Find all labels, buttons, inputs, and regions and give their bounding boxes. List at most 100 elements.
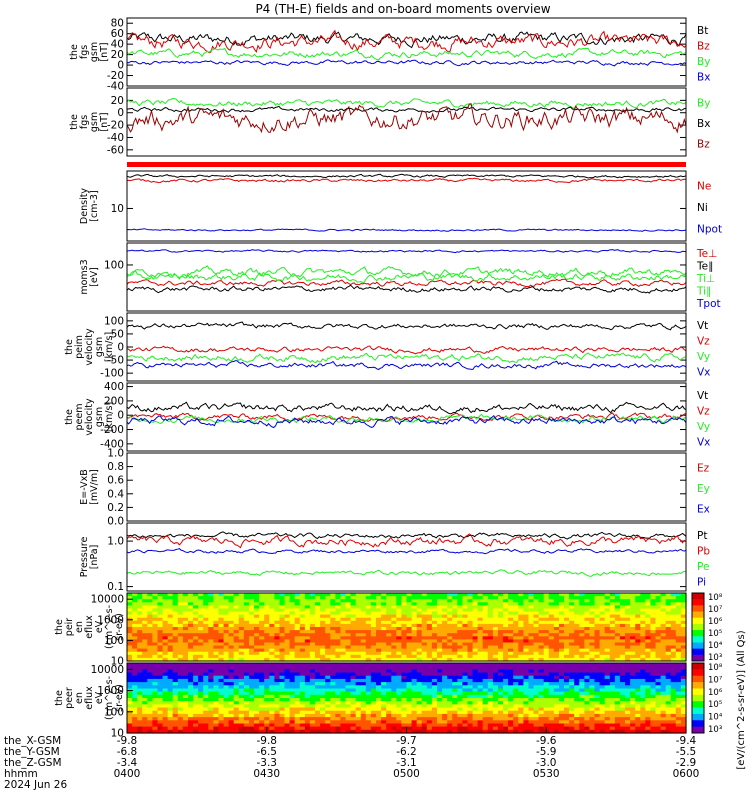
heatmap-cell [335,663,342,667]
heatmap-cell [660,701,667,705]
heatmap-cell [614,608,621,613]
heatmap-cell [614,713,621,718]
heatmap-cell [635,720,641,725]
heatmap-cell [452,688,458,693]
heatmap-cell [482,645,489,650]
heatmap-cell [391,642,397,647]
heatmap-cell [421,620,428,625]
heatmap-cell [147,723,153,728]
heatmap-cell [411,599,418,603]
heatmap-cell [381,685,387,690]
heatmap-cell [304,678,311,683]
heatmap-cell [203,729,209,734]
heatmap-cell [381,694,387,699]
heatmap-cell [594,645,601,650]
heatmap-cell [528,611,535,616]
heatmap-cell [365,657,372,662]
heatmap-cell [559,614,565,619]
heatmap-cell [442,720,448,725]
heatmap-cell [396,639,402,644]
heatmap-cell [431,685,438,690]
heatmap-cell [574,645,580,650]
heatmap-cell [589,596,596,600]
heatmap-cell [386,639,392,644]
heatmap-cell [365,720,372,725]
heatmap-cell [274,707,281,712]
heatmap-cell [223,648,230,653]
heatmap-cell [360,596,367,600]
heatmap-cell [218,694,225,699]
heatmap-cell [675,645,682,650]
heatmap-cell [650,614,657,619]
heatmap-cell [289,729,296,734]
heatmap-cell [508,602,514,606]
heatmap-cell [233,648,240,653]
heatmap-cell [604,720,611,725]
heatmap-cell [228,729,235,734]
heatmap-cell [315,614,321,619]
heatmap-cell [299,611,306,616]
heatmap-cell [579,630,585,634]
heatmap-cell [437,605,443,610]
heatmap-cell [431,704,438,709]
heatmap-cell [462,596,469,600]
heatmap-cell [162,666,169,670]
heatmap-cell [528,678,535,683]
heatmap-cell [533,672,540,677]
heatmap-cell [345,593,352,597]
heatmap-cell [259,620,265,625]
heatmap-cell [553,726,560,731]
heatmap-cell [289,596,296,600]
heatmap-cell [381,717,387,721]
heatmap-cell [665,698,672,702]
heatmap-cell [614,726,621,731]
heatmap-cell [157,623,164,628]
heatmap-cell [625,639,631,644]
heatmap-cell [137,611,143,616]
heatmap-cell [238,608,245,613]
heatmap-cell [406,620,413,625]
heatmap-cell [132,669,138,674]
heatmap-cell [604,608,611,613]
heatmap-cell [660,694,667,699]
heatmap-cell [619,717,626,721]
heatmap-cell [508,669,514,674]
heatmap-cell [249,651,255,656]
heatmap-cell [218,605,225,610]
heatmap-cell [513,645,519,650]
heatmap-cell [304,627,311,631]
heatmap-cell [599,633,606,637]
heatmap-cell [538,630,545,634]
heatmap-cell [645,627,651,631]
heatmap-cell [457,614,463,619]
heatmap-cell [228,605,235,610]
heatmap-cell [426,669,433,674]
heatmap-cell [330,614,336,619]
heatmap-cell [340,633,347,637]
heatmap-cell [167,593,174,597]
heatmap-cell [564,617,570,622]
heatmap-cell [365,608,372,613]
heatmap-cell [203,639,209,644]
heatmap-cell [559,704,565,709]
series-line-2 [126,413,687,425]
heatmap-cell [487,729,494,734]
heatmap-cell [335,630,342,634]
heatmap-cell [254,639,260,644]
heatmap-cell [660,672,667,677]
heatmap-cell [147,713,153,718]
heatmap-cell [294,688,301,693]
legend-entry: Bt [697,25,708,37]
heatmap-cell [609,645,616,650]
heatmap-cell [213,642,220,647]
heatmap-cell [213,599,220,603]
heatmap-cell [589,602,596,606]
heatmap-cell [452,627,458,631]
heatmap-cell [228,657,235,662]
heatmap-cell [401,596,408,600]
heatmap-cell [472,611,479,616]
heatmap-cell [299,623,306,628]
heatmap-cell [437,602,443,606]
heatmap-cell [325,617,331,622]
heatmap-cell [233,701,240,705]
